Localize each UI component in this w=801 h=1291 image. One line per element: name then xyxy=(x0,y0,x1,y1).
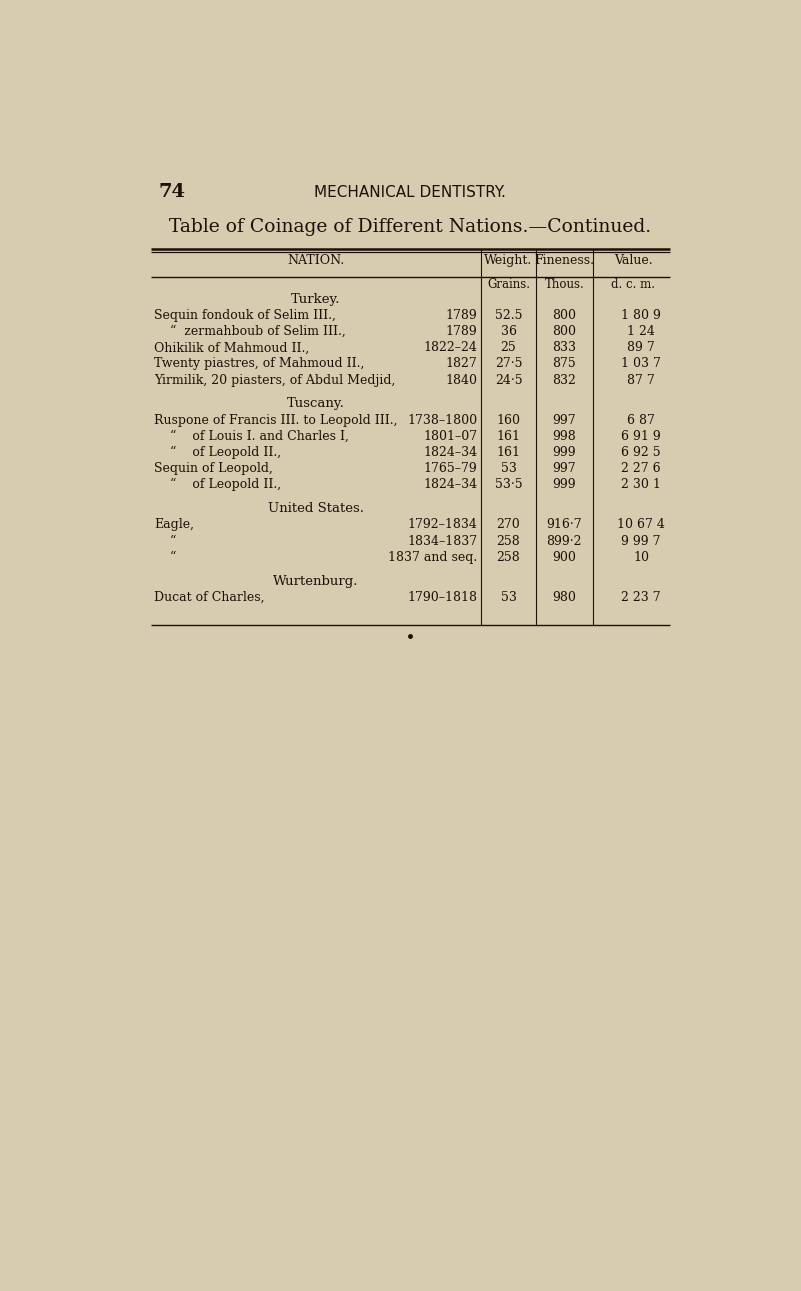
Text: 27·5: 27·5 xyxy=(495,358,522,371)
Text: 1790–1818: 1790–1818 xyxy=(408,591,477,604)
Text: Turkey.: Turkey. xyxy=(291,293,340,306)
Text: 160: 160 xyxy=(497,413,521,426)
Text: 998: 998 xyxy=(553,430,576,443)
Text: 1840: 1840 xyxy=(445,373,477,386)
Text: 9 99 7: 9 99 7 xyxy=(622,534,661,547)
Text: 1789: 1789 xyxy=(446,309,477,321)
Text: Sequin fondouk of Selim III.,: Sequin fondouk of Selim III., xyxy=(155,309,336,321)
Text: 89 7: 89 7 xyxy=(627,341,655,354)
Text: NATION.: NATION. xyxy=(287,254,344,267)
Text: 161: 161 xyxy=(497,430,521,443)
Text: 6 87: 6 87 xyxy=(627,413,655,426)
Text: 1 03 7: 1 03 7 xyxy=(621,358,661,371)
Text: Eagle,: Eagle, xyxy=(155,519,195,532)
Text: Ruspone of Francis III. to Leopold III.,: Ruspone of Francis III. to Leopold III., xyxy=(155,413,398,426)
Text: 833: 833 xyxy=(553,341,577,354)
Text: 10: 10 xyxy=(633,551,649,564)
Text: MECHANICAL DENTISTRY.: MECHANICAL DENTISTRY. xyxy=(314,186,506,200)
Text: 2 27 6: 2 27 6 xyxy=(622,462,661,475)
Text: Weight.: Weight. xyxy=(485,254,533,267)
Text: “: “ xyxy=(170,551,176,564)
Text: 1837 and seq.: 1837 and seq. xyxy=(388,551,477,564)
Text: 74: 74 xyxy=(159,183,185,201)
Text: 1738–1800: 1738–1800 xyxy=(408,413,477,426)
Text: 1792–1834: 1792–1834 xyxy=(408,519,477,532)
Text: 10 67 4: 10 67 4 xyxy=(617,519,665,532)
Text: 87 7: 87 7 xyxy=(627,373,655,386)
Text: Tuscany.: Tuscany. xyxy=(287,398,344,411)
Text: 1801–07: 1801–07 xyxy=(424,430,477,443)
Text: 916·7: 916·7 xyxy=(546,519,582,532)
Text: 53·5: 53·5 xyxy=(495,479,522,492)
Text: Fineness.: Fineness. xyxy=(534,254,594,267)
Text: 270: 270 xyxy=(497,519,521,532)
Text: Value.: Value. xyxy=(614,254,653,267)
Text: 800: 800 xyxy=(553,309,577,321)
Text: Twenty piastres, of Mahmoud II.,: Twenty piastres, of Mahmoud II., xyxy=(155,358,364,371)
Text: 999: 999 xyxy=(553,445,576,460)
Text: Thous.: Thous. xyxy=(545,278,584,292)
Text: 6 92 5: 6 92 5 xyxy=(622,445,661,460)
Text: 1822–24: 1822–24 xyxy=(424,341,477,354)
Text: 53: 53 xyxy=(501,591,517,604)
Text: 161: 161 xyxy=(497,445,521,460)
Text: 53: 53 xyxy=(501,462,517,475)
Text: 258: 258 xyxy=(497,551,521,564)
Text: 875: 875 xyxy=(553,358,576,371)
Text: “  zermahboub of Selim III.,: “ zermahboub of Selim III., xyxy=(170,325,345,338)
Text: Table of Coinage of Different Nations.—Continued.: Table of Coinage of Different Nations.—C… xyxy=(169,218,651,236)
Text: 900: 900 xyxy=(553,551,576,564)
Text: “    of Louis I. and Charles I,: “ of Louis I. and Charles I, xyxy=(170,430,348,443)
Text: 52.5: 52.5 xyxy=(495,309,522,321)
Text: 2 23 7: 2 23 7 xyxy=(622,591,661,604)
Text: Ducat of Charles,: Ducat of Charles, xyxy=(155,591,265,604)
Text: “    of Leopold II.,: “ of Leopold II., xyxy=(170,478,281,492)
Text: 36: 36 xyxy=(501,325,517,338)
Text: 800: 800 xyxy=(553,325,577,338)
Text: 997: 997 xyxy=(553,413,576,426)
Text: 24·5: 24·5 xyxy=(495,373,522,386)
Text: 2 30 1: 2 30 1 xyxy=(621,479,661,492)
Text: “    of Leopold II.,: “ of Leopold II., xyxy=(170,445,281,460)
Text: 1824–34: 1824–34 xyxy=(424,479,477,492)
Text: Yirmilik, 20 piasters, of Abdul Medjid,: Yirmilik, 20 piasters, of Abdul Medjid, xyxy=(155,373,396,386)
Text: d. c. m.: d. c. m. xyxy=(611,278,655,292)
Text: “: “ xyxy=(170,534,176,547)
Text: 899·2: 899·2 xyxy=(546,534,582,547)
Text: 6 91 9: 6 91 9 xyxy=(622,430,661,443)
Text: 1 24: 1 24 xyxy=(627,325,655,338)
Text: 999: 999 xyxy=(553,479,576,492)
Text: 1834–1837: 1834–1837 xyxy=(408,534,477,547)
Text: 1 80 9: 1 80 9 xyxy=(621,309,661,321)
Text: 1789: 1789 xyxy=(446,325,477,338)
Text: 980: 980 xyxy=(553,591,576,604)
Text: 997: 997 xyxy=(553,462,576,475)
Text: United States.: United States. xyxy=(268,502,364,515)
Text: 1827: 1827 xyxy=(446,358,477,371)
Text: 1765–79: 1765–79 xyxy=(424,462,477,475)
Text: 1824–34: 1824–34 xyxy=(424,445,477,460)
Text: 832: 832 xyxy=(553,373,576,386)
Text: Sequin of Leopold,: Sequin of Leopold, xyxy=(155,462,273,475)
Text: 258: 258 xyxy=(497,534,521,547)
Text: Grains.: Grains. xyxy=(487,278,530,292)
Text: Ohikilik of Mahmoud II.,: Ohikilik of Mahmoud II., xyxy=(155,341,310,354)
Text: 25: 25 xyxy=(501,341,517,354)
Text: Wurtenburg.: Wurtenburg. xyxy=(273,574,358,587)
